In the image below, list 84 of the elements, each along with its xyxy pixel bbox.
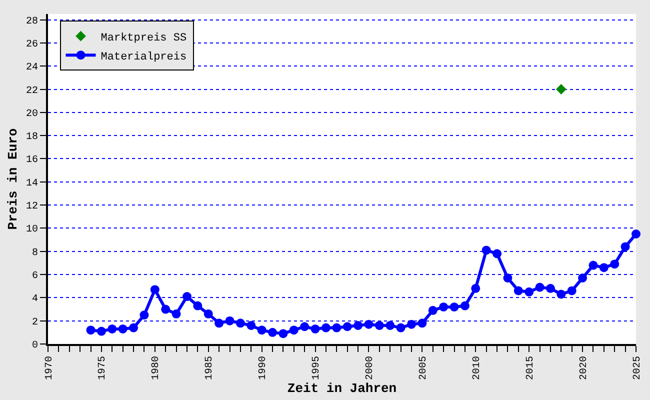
- point: [161, 304, 170, 314]
- y-tick-label: 8: [32, 248, 38, 259]
- legend-label: Marktpreis SS: [100, 32, 187, 44]
- point: [96, 326, 106, 336]
- y-tick-label: 16: [26, 155, 38, 166]
- point: [535, 282, 544, 292]
- point: [364, 320, 374, 329]
- point: [225, 316, 234, 326]
- x-tick-label: 2015: [525, 356, 536, 380]
- point: [546, 284, 555, 293]
- point: [321, 323, 330, 332]
- point: [236, 318, 245, 328]
- point: [332, 323, 342, 332]
- point: [354, 320, 363, 330]
- point: [492, 249, 502, 258]
- point: [610, 260, 620, 269]
- point: [556, 84, 566, 94]
- x-axis-title: Zeit in Jahren: [287, 381, 397, 396]
- y-tick-label: 20: [26, 108, 38, 120]
- x-tick-label: 1980: [151, 356, 162, 380]
- point: [129, 323, 138, 332]
- x-tick-label: 1995: [312, 356, 323, 380]
- point: [450, 302, 459, 312]
- y-tick-label: 28: [26, 16, 38, 28]
- point: [514, 286, 523, 296]
- point: [140, 310, 149, 320]
- point: [193, 301, 202, 310]
- y-tick-label: 10: [26, 224, 38, 236]
- point: [482, 246, 491, 255]
- x-tick-label: 1985: [204, 356, 216, 380]
- y-tick-label: 24: [26, 62, 38, 74]
- point: [118, 324, 128, 334]
- point: [289, 326, 298, 335]
- point: [632, 230, 640, 238]
- y-tick-label: 2: [32, 317, 38, 328]
- point: [257, 326, 266, 335]
- point: [567, 286, 576, 296]
- point: [86, 326, 96, 335]
- point: [556, 290, 566, 299]
- y-tick-label: 0: [32, 340, 38, 352]
- point: [342, 322, 352, 332]
- point: [428, 306, 438, 315]
- point: [620, 242, 630, 252]
- point: [578, 274, 588, 282]
- y-tick-label: 4: [32, 294, 38, 306]
- point: [524, 287, 534, 296]
- point: [172, 309, 181, 318]
- legend-label: Materialpreis: [100, 51, 187, 64]
- y-tick-label: 12: [26, 202, 38, 213]
- x-tick-label: 2025: [632, 356, 644, 380]
- y-tick-label: 22: [26, 86, 38, 97]
- x-tick-label: 2005: [418, 356, 430, 380]
- point: [439, 302, 448, 312]
- y-tick-label: 6: [32, 271, 38, 282]
- point: [108, 324, 117, 334]
- point: [300, 322, 310, 332]
- y-tick-label: 14: [26, 178, 38, 190]
- x-tick-label: 1975: [98, 356, 109, 380]
- y-axis-title: Preis in Euro: [5, 128, 20, 230]
- point: [406, 320, 416, 329]
- x-tick-label: 2000: [364, 356, 376, 380]
- point: [310, 324, 320, 334]
- x-tick-label: 1990: [258, 356, 270, 380]
- point: [471, 284, 480, 293]
- point: [460, 301, 470, 310]
- y-tick-label: 18: [26, 132, 38, 144]
- point: [182, 292, 192, 302]
- point: [588, 260, 598, 270]
- point: [374, 320, 384, 330]
- point: [278, 329, 288, 338]
- point: [246, 320, 256, 330]
- x-tick-label: 1970: [44, 356, 56, 380]
- y-tick-label: 26: [26, 39, 38, 50]
- point: [268, 328, 278, 337]
- point: [386, 320, 395, 330]
- point: [204, 309, 213, 318]
- point: [214, 318, 224, 328]
- point: [503, 274, 512, 282]
- point: [599, 263, 608, 272]
- x-tick-label: 2010: [472, 356, 483, 380]
- point: [150, 285, 160, 294]
- point: [396, 323, 406, 332]
- point: [418, 318, 427, 328]
- x-tick-label: 2020: [578, 356, 590, 380]
